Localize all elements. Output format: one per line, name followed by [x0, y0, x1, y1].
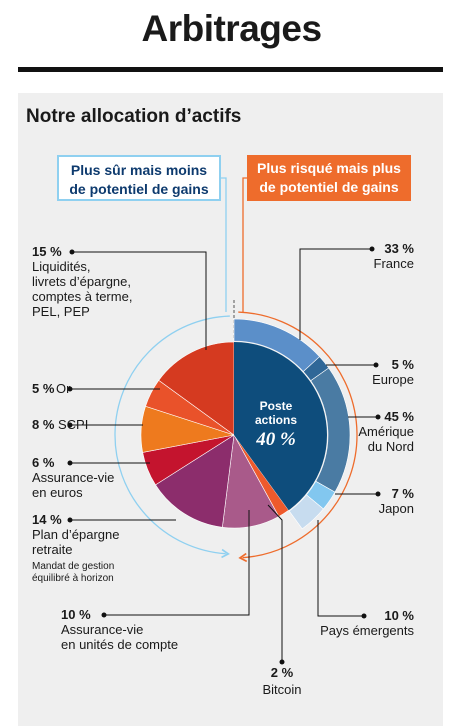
label-pct-scpi: 8 %	[32, 417, 55, 432]
label-text-pays-emergents-0: Pays émergents	[320, 623, 414, 638]
label-japon-leader-dot	[375, 491, 381, 497]
label-scpi-leader-dot	[67, 422, 73, 428]
label-text-bitcoin: Bitcoin	[262, 682, 301, 697]
label-note-plan-d-epargne-retraite-0: Mandat de gestion	[32, 561, 114, 572]
label-pct-liquidites-livrets-d-epargne-comptes-a-terme-pel-pep: 15 %	[32, 244, 62, 259]
risk-direction-arc	[238, 311, 358, 563]
slice-labels: 15 %Liquidités,livrets d’épargne,comptes…	[32, 241, 414, 697]
label-plan-d-epargne-retraite-leader-dot	[67, 517, 73, 523]
label-pct-europe: 5 %	[392, 357, 415, 372]
label-pct-amerique-du-nord: 45 %	[384, 409, 414, 424]
label-text-japon-0: Japon	[379, 501, 414, 516]
riskier-box-line-1: Plus risqué mais plus	[257, 160, 401, 176]
safer-box-line-1: Plus sûr mais moins	[70, 162, 208, 178]
label-text-or: Or	[56, 381, 71, 396]
label-assurance-vie-en-unites-de-compte-leader-dot	[101, 612, 107, 618]
center-label-value: 40 %	[255, 429, 296, 450]
label-assurance-vie-en-unites-de-compte-leader	[104, 510, 250, 616]
label-text-assurance-vie-en-euros-1: en euros	[32, 485, 83, 500]
label-text-assurance-vie-en-euros-0: Assurance-vie	[32, 470, 114, 485]
label-europe-leader-dot	[373, 362, 379, 368]
ring-segment-pays-emergents	[288, 494, 324, 530]
label-text-europe-0: Europe	[372, 372, 414, 387]
slice-poste-actions	[234, 342, 327, 511]
label-leaders	[67, 246, 381, 665]
label-text-liquidites-livrets-d-epargne-comptes-a-terme-pel-pep-3: PEL, PEP	[32, 304, 90, 319]
riskier-assets-box: Plus risqué mais plus de potentiel de ga…	[247, 155, 411, 201]
safer-assets-box: Plus sûr mais moins de potentiel de gain…	[57, 155, 221, 201]
label-text-assurance-vie-en-unites-de-compte-0: Assurance-vie	[61, 622, 143, 637]
center-label-line-1: Poste	[260, 399, 293, 413]
label-bitcoin-leader-dot	[279, 659, 285, 665]
label-text-liquidites-livrets-d-epargne-comptes-a-terme-pel-pep-2: comptes à terme,	[32, 289, 132, 304]
label-pays-emergents-leader-dot	[361, 613, 367, 619]
label-text-amerique-du-nord-1: du Nord	[368, 439, 414, 454]
label-pays-emergents-leader	[317, 520, 364, 617]
label-pct-france: 33 %	[384, 241, 414, 256]
label-assurance-vie-en-euros-leader-dot	[67, 460, 73, 466]
label-liquidites-livrets-d-epargne-comptes-a-terme-pel-pep-leader	[72, 251, 207, 350]
label-pct-bitcoin: 2 %	[271, 665, 294, 680]
label-liquidites-livrets-d-epargne-comptes-a-terme-pel-pep-leader-dot	[69, 249, 75, 255]
equity-breakdown-ring	[233, 318, 351, 530]
label-text-plan-d-epargne-retraite-0: Plan d’épargne	[32, 527, 119, 542]
label-france-leader	[299, 248, 372, 340]
slice-plan-d-epargne-retraite	[155, 434, 235, 528]
title-rule	[18, 67, 443, 72]
label-text-liquidites-livrets-d-epargne-comptes-a-terme-pel-pep-1: livrets d’épargne,	[32, 274, 131, 289]
label-or-leader-dot	[67, 386, 73, 392]
page-title: Arbitrages	[141, 8, 322, 49]
label-pct-plan-d-epargne-retraite: 14 %	[32, 512, 62, 527]
label-note-plan-d-epargne-retraite-1: équilibré à horizon	[32, 573, 114, 584]
box-connectors	[221, 177, 247, 312]
label-text-assurance-vie-en-unites-de-compte-1: en unités de compte	[61, 637, 178, 652]
riskier-box-line-2: de potentiel de gains	[259, 179, 399, 195]
label-pct-assurance-vie-en-euros: 6 %	[32, 455, 55, 470]
label-text-france-0: France	[374, 256, 414, 271]
chart-subtitle: Notre allocation d’actifs	[26, 106, 242, 127]
label-france-leader-dot	[369, 246, 375, 252]
label-bitcoin-leader	[267, 504, 283, 662]
center-label-line-2: actions	[255, 413, 297, 427]
riskier-box-connector	[242, 177, 247, 312]
slice-liquidites-livrets-d-epargne-comptes-a-terme-pel-pep	[158, 341, 235, 436]
label-text-scpi: SCPI	[58, 417, 88, 432]
pie-slices	[140, 341, 327, 529]
safer-box-connector	[221, 177, 227, 312]
label-text-amerique-du-nord-0: Amérique	[358, 424, 414, 439]
safer-box-line-2: de potentiel de gains	[69, 181, 209, 197]
label-pct-pays-emergents: 10 %	[384, 608, 414, 623]
label-pct-japon: 7 %	[392, 486, 415, 501]
label-pct-or: 5 %	[32, 381, 55, 396]
label-amerique-du-nord-leader-dot	[375, 414, 381, 420]
label-pct-assurance-vie-en-unites-de-compte: 10 %	[61, 607, 91, 622]
label-text-plan-d-epargne-retraite-1: retraite	[32, 542, 72, 557]
label-text-liquidites-livrets-d-epargne-comptes-a-terme-pel-pep-0: Liquidités,	[32, 259, 91, 274]
safe-direction-arc	[114, 315, 230, 559]
